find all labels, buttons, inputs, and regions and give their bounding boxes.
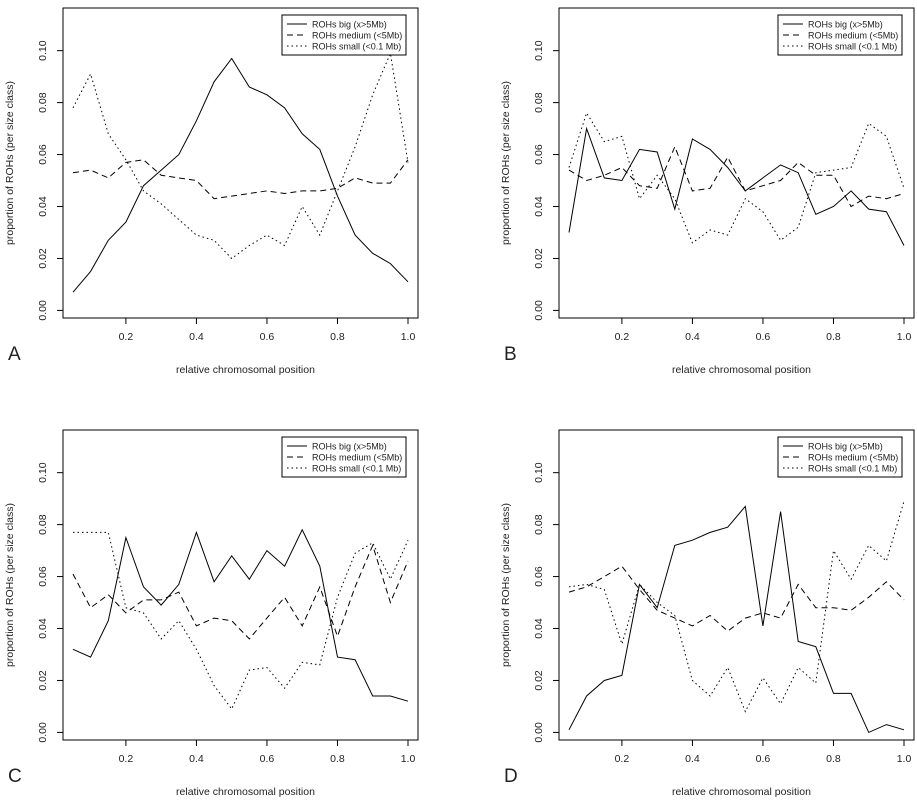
y-tick-label: 0.08 [533, 514, 545, 535]
y-tick-label: 0.10 [37, 40, 49, 61]
x-tick-label: 0.4 [189, 753, 204, 765]
x-tick-label: 0.2 [119, 753, 134, 765]
chart-panel-d: 0.2 0.4 0.6 0.8 1.0 0.00 0.02 0.04 0.06 0.08 0.10 r… [500, 429, 915, 798]
plot-frame [558, 7, 915, 319]
x-tick-label: 0.8 [330, 331, 345, 343]
y-tick-label: 0.08 [37, 514, 49, 535]
series-line-dashed [72, 543, 409, 640]
legend-entry: ROHs small (<0.1 Mb) [312, 42, 401, 52]
chart-panel-b: 0.2 0.4 0.6 0.8 1.0 0.00 0.02 0.04 0.06 0.08 0.10 r… [500, 7, 915, 376]
y-tick-label: 0.02 [533, 670, 545, 691]
series-line-solid [72, 57, 409, 293]
x-tick-label: 0.2 [615, 331, 630, 343]
y-tick-label: 0.06 [533, 566, 545, 587]
x-tick-label: 0.4 [685, 753, 700, 765]
x-tick-label: 1.0 [401, 331, 416, 343]
x-tick-label: 0.6 [756, 753, 771, 765]
x-tick-label: 0.8 [826, 331, 841, 343]
y-tick-label: 0.04 [37, 618, 49, 639]
legend-entry: ROHs medium (<5Mb) [312, 453, 402, 463]
y-axis-label: proportion of ROHs (per size class) [500, 503, 512, 667]
y-tick-label: 0.06 [533, 144, 545, 165]
y-tick-label: 0.08 [37, 92, 49, 113]
x-axis-label: relative chromosomal position [672, 786, 811, 798]
plot-frame [62, 429, 419, 741]
y-tick-label: 0.02 [533, 248, 545, 269]
legend-entry: ROHs small (<0.1 Mb) [312, 464, 401, 474]
y-tick-label: 0.04 [533, 618, 545, 639]
x-axis-label: relative chromosomal position [176, 786, 315, 798]
y-tick-label: 0.06 [37, 144, 49, 165]
y-tick-label: 0.00 [37, 300, 49, 321]
y-tick-label: 0.04 [533, 196, 545, 217]
legend-entry: ROHs small (<0.1 Mb) [808, 42, 897, 52]
y-axis-label: proportion of ROHs (per size class) [500, 81, 512, 245]
plot-frame [558, 429, 915, 741]
series-line-dashed [568, 565, 905, 632]
y-tick-label: 0.00 [533, 722, 545, 743]
x-tick-label: 0.2 [119, 331, 134, 343]
x-tick-label: 1.0 [401, 753, 416, 765]
x-tick-label: 0.4 [685, 331, 700, 343]
x-tick-label: 0.8 [826, 753, 841, 765]
y-axis-label: proportion of ROHs (per size class) [4, 81, 16, 245]
chart-panel-a: 0.2 0.4 0.6 0.8 1.0 0.00 0.02 0.04 0.06 0.08 0.10 r… [4, 7, 419, 376]
x-tick-label: 0.8 [330, 753, 345, 765]
y-tick-label: 0.08 [533, 92, 545, 113]
y-tick-label: 0.02 [37, 248, 49, 269]
y-tick-label: 0.02 [37, 670, 49, 691]
panel-label: C [8, 766, 22, 787]
legend: ROHs big (x>5Mb)ROHs medium (<5Mb)ROHs s… [777, 436, 903, 478]
series-line-dashed [72, 159, 409, 200]
legend-entry: ROHs big (x>5Mb) [808, 442, 883, 452]
series-line-dotted [73, 531, 409, 710]
x-tick-label: 0.2 [615, 753, 630, 765]
chart-panel-c: 0.2 0.4 0.6 0.8 1.0 0.00 0.02 0.04 0.06 0.08 0.10 r… [4, 429, 419, 798]
legend-entry: ROHs small (<0.1 Mb) [808, 464, 897, 474]
x-tick-label: 0.4 [189, 331, 204, 343]
legend: ROHs big (x>5Mb)ROHs medium (<5Mb)ROHs s… [281, 14, 407, 56]
x-tick-label: 1.0 [897, 331, 912, 343]
series-line-dotted [72, 51, 409, 260]
series-line-dashed [568, 145, 905, 208]
plot-frame [62, 7, 419, 319]
x-axis-label: relative chromosomal position [672, 364, 811, 376]
y-axis-label: proportion of ROHs (per size class) [4, 503, 16, 667]
x-tick-label: 0.6 [756, 331, 771, 343]
series-line-solid [568, 126, 905, 246]
legend-entry: ROHs big (x>5Mb) [312, 442, 387, 452]
y-tick-label: 0.00 [37, 722, 49, 743]
legend: ROHs big (x>5Mb)ROHs medium (<5Mb)ROHs s… [777, 14, 903, 56]
legend-entry: ROHs medium (<5Mb) [312, 31, 402, 41]
x-tick-label: 0.6 [260, 753, 275, 765]
legend-entry: ROHs medium (<5Mb) [808, 31, 898, 41]
x-tick-label: 1.0 [897, 753, 912, 765]
series-line-dotted [568, 111, 905, 244]
series-line-solid [568, 505, 905, 734]
y-tick-label: 0.10 [37, 462, 49, 483]
legend-entry: ROHs big (x>5Mb) [808, 20, 883, 30]
panel-label: D [504, 766, 518, 787]
y-tick-label: 0.00 [533, 300, 545, 321]
x-axis-label: relative chromosomal position [176, 364, 315, 376]
y-tick-label: 0.10 [533, 40, 545, 61]
panel-label: B [504, 344, 517, 365]
series-line-dotted [568, 501, 905, 713]
legend-entry: ROHs big (x>5Mb) [312, 20, 387, 30]
legend-entry: ROHs medium (<5Mb) [808, 453, 898, 463]
series-line-solid [72, 528, 409, 702]
legend: ROHs big (x>5Mb)ROHs medium (<5Mb)ROHs s… [281, 436, 407, 478]
x-tick-label: 0.6 [260, 331, 275, 343]
y-tick-label: 0.06 [37, 566, 49, 587]
y-tick-label: 0.04 [37, 196, 49, 217]
y-tick-label: 0.10 [533, 462, 545, 483]
panel-label: A [8, 344, 21, 365]
